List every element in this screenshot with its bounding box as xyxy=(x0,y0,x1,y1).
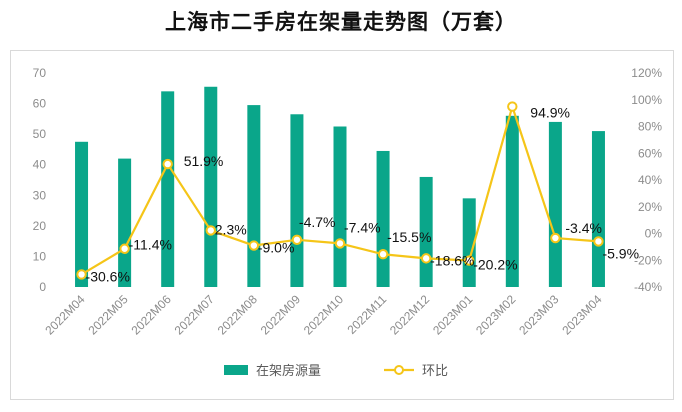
mom-point-2022M05 xyxy=(119,243,130,254)
x-tick-label: 2022M10 xyxy=(301,292,347,338)
mom-point-2022M09 xyxy=(291,234,303,245)
x-tick-label: 2022M05 xyxy=(85,292,131,338)
x-tick-label: 2023M01 xyxy=(430,292,476,338)
bar-2023M04 xyxy=(591,131,605,287)
legend-label-bar: 在架房源量 xyxy=(256,363,321,379)
legend-label-line: 环比 xyxy=(422,364,448,379)
right-axis-tick: -20% xyxy=(634,253,662,267)
mom-label-2022M11: -15.5% xyxy=(387,229,431,245)
left-axis-tick: 30 xyxy=(33,188,47,202)
legend-swatch-marker xyxy=(394,365,404,375)
mom-point-2023M03 xyxy=(550,232,561,244)
x-tick-label: 2022M07 xyxy=(172,292,218,338)
bar-2022M04 xyxy=(75,141,89,287)
x-tick-label: 2022M11 xyxy=(345,292,390,337)
mom-label-2023M03: -3.4% xyxy=(565,220,602,236)
bar-2022M08 xyxy=(247,105,261,287)
chart-frame xyxy=(10,50,674,400)
mom-point-2022M04 xyxy=(76,269,87,280)
right-axis-tick: 80% xyxy=(638,120,662,134)
bar-2023M02 xyxy=(505,115,519,287)
x-tick-label: 2023M02 xyxy=(473,292,519,338)
mom-label-2023M01: -20.2% xyxy=(473,257,517,273)
right-axis-tick: -40% xyxy=(634,280,662,294)
mom-point-2023M02 xyxy=(507,101,518,112)
x-tick-label: 2023M04 xyxy=(559,292,605,338)
bar-2022M06 xyxy=(161,91,175,287)
x-tick-label: 2022M09 xyxy=(258,292,304,338)
bar-2023M03 xyxy=(548,121,562,288)
right-axis-tick: 20% xyxy=(638,200,662,214)
x-tick-label: 2023M03 xyxy=(516,292,562,338)
right-axis-tick: 0% xyxy=(645,227,663,241)
mom-label-2022M12: -18.6% xyxy=(430,252,474,268)
mom-point-2023M04 xyxy=(593,236,604,247)
x-tick-label: 2022M06 xyxy=(129,292,175,338)
right-axis-tick: 100% xyxy=(631,93,662,107)
left-axis-tick: 20 xyxy=(33,219,47,233)
mom-point-2023M01 xyxy=(464,255,475,266)
mom-point-2022M11 xyxy=(377,249,389,260)
left-axis-tick: 10 xyxy=(33,249,47,263)
left-axis-tick: 50 xyxy=(33,127,47,141)
mom-label-2022M10: -7.4% xyxy=(344,219,381,235)
x-tick-label: 2022M08 xyxy=(215,292,261,338)
right-axis-tick: 40% xyxy=(638,173,662,187)
mom-label-2022M07: 2.3% xyxy=(215,221,247,237)
mom-point-2022M07 xyxy=(205,225,216,236)
mom-label-2022M09: -4.7% xyxy=(299,214,336,230)
left-axis-tick: 40 xyxy=(33,158,47,172)
left-axis-tick: 0 xyxy=(39,280,46,294)
bar-2022M09 xyxy=(290,114,304,288)
left-axis-tick: 60 xyxy=(33,97,47,111)
bar-2022M10 xyxy=(333,126,347,287)
right-axis-tick: 60% xyxy=(638,146,662,160)
x-tick-label: 2022M04 xyxy=(42,292,88,338)
mom-point-2022M08 xyxy=(248,240,260,251)
mom-label-2023M02: 94.9% xyxy=(530,105,570,121)
right-axis-tick: 120% xyxy=(631,66,662,80)
bar-2023M01 xyxy=(462,198,476,287)
mom-point-2022M10 xyxy=(334,238,346,249)
mom-label-2023M04: -5.9% xyxy=(602,245,639,261)
legend-swatch-bar xyxy=(224,365,248,375)
mom-label-2022M06: 51.9% xyxy=(184,153,224,169)
mom-point-2022M12 xyxy=(420,253,432,264)
mom-label-2022M08: -9.0% xyxy=(258,240,295,256)
mom-point-2022M06 xyxy=(162,158,173,170)
bar-2022M07 xyxy=(204,86,218,287)
bar-2022M05 xyxy=(118,158,132,287)
left-axis-tick: 70 xyxy=(33,66,47,80)
chart-title: 上海市二手房在架量走势图（万套） xyxy=(165,10,517,34)
x-tick-label: 2022M12 xyxy=(387,292,433,338)
mom-label-2022M04: -30.6% xyxy=(86,268,130,284)
mom-label-2022M05: -11.4% xyxy=(129,237,172,253)
